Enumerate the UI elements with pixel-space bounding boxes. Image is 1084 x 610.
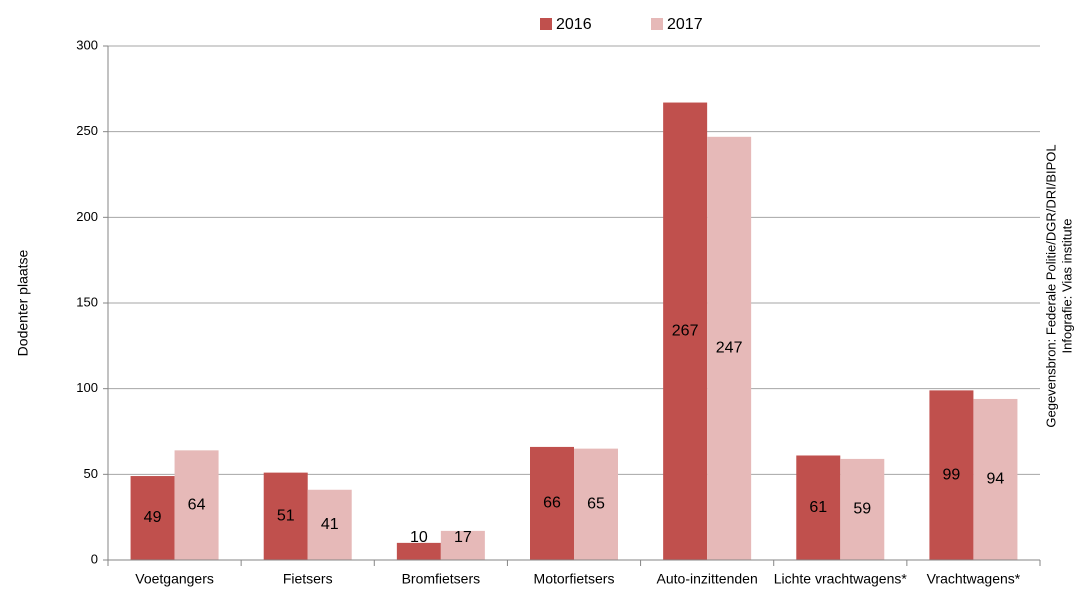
y-tick-label: 300 xyxy=(76,37,98,52)
data-label: 51 xyxy=(277,508,295,525)
x-tick-label: Auto-inzittenden xyxy=(657,571,758,587)
legend-swatch xyxy=(651,18,663,30)
data-label: 64 xyxy=(188,496,206,513)
source-note: Gegevensbron: Federale Politie/DGR/DRI/B… xyxy=(1043,144,1058,427)
data-label: 267 xyxy=(672,322,699,339)
bar xyxy=(973,398,1018,560)
data-label: 10 xyxy=(410,529,428,546)
x-tick-label: Lichte vrachtwagens* xyxy=(774,571,908,587)
y-tick-label: 100 xyxy=(76,380,98,395)
data-label: 66 xyxy=(543,495,561,512)
data-label: 17 xyxy=(454,529,472,546)
data-label: 59 xyxy=(853,501,871,518)
bar xyxy=(796,455,841,560)
bar xyxy=(574,448,618,560)
data-label: 94 xyxy=(987,471,1005,488)
y-tick-label: 50 xyxy=(84,466,98,481)
bar xyxy=(130,476,175,560)
legend-label: 2017 xyxy=(667,16,703,33)
bar xyxy=(263,472,308,560)
bar xyxy=(396,542,441,560)
x-tick-label: Motorfietsers xyxy=(534,571,615,587)
legend-swatch xyxy=(540,18,552,30)
data-label: 99 xyxy=(943,466,961,483)
credit-note: Infografie: Vias institute xyxy=(1059,219,1074,354)
bar xyxy=(307,489,352,560)
data-label: 247 xyxy=(716,340,743,357)
y-axis-label: Dodenter plaatse xyxy=(15,249,31,356)
x-tick-label: Bromfietsers xyxy=(402,571,481,587)
y-tick-label: 250 xyxy=(76,123,98,138)
legend-label: 2016 xyxy=(556,16,592,33)
bar xyxy=(530,446,574,560)
bar xyxy=(929,390,974,560)
data-label: 65 xyxy=(587,496,605,513)
bar xyxy=(663,102,708,560)
x-tick-label: Fietsers xyxy=(283,571,333,587)
y-tick-label: 200 xyxy=(76,209,98,224)
bar xyxy=(440,530,485,560)
bar xyxy=(840,458,885,560)
y-tick-label: 0 xyxy=(91,551,98,566)
data-label: 41 xyxy=(321,516,339,533)
data-label: 49 xyxy=(144,509,162,526)
data-label: 61 xyxy=(809,499,827,516)
x-tick-label: Voetgangers xyxy=(135,571,214,587)
bar xyxy=(707,136,752,560)
y-tick-label: 150 xyxy=(76,294,98,309)
bar xyxy=(174,450,219,560)
x-tick-label: Vrachtwagens* xyxy=(927,571,1021,587)
